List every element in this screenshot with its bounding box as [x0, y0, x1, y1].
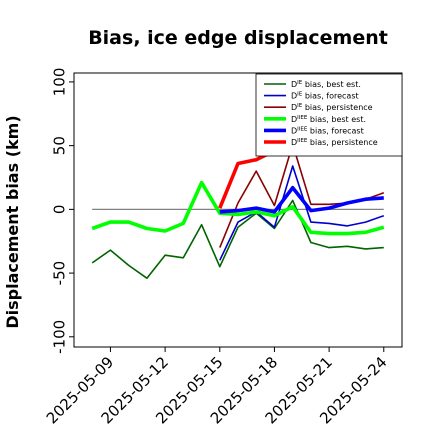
- plot-frame: [73, 72, 403, 348]
- chart-title: Bias, ice edge displacement: [88, 27, 388, 49]
- legend-entry-4: DIIEE bias, best est.: [291, 115, 366, 124]
- y-tick-label: 0: [51, 205, 69, 215]
- y-tick-label: 100: [51, 68, 69, 97]
- y-tick-label: -100: [51, 320, 69, 354]
- series-line-2: [219, 165, 385, 261]
- series-line-4: [91, 180, 385, 236]
- y-tick-label: 50: [51, 136, 69, 155]
- legend: DIE bias, best est. DIE bias, forecast DIE…: [255, 73, 403, 157]
- legend-entry-1: DIE bias, best est.: [291, 80, 361, 89]
- legend-entry-2: DIE bias, forecast: [291, 92, 359, 101]
- legend-entry-6: DIIEE bias, persistence: [291, 138, 378, 147]
- legend-entry-3: DIE bias, persistence: [291, 103, 373, 112]
- y-tick-label: -50: [51, 261, 69, 286]
- legend-entry-5: DIIEE bias, forecast: [291, 126, 364, 135]
- series-line-1: [91, 199, 384, 279]
- y-axis-label: Displacement bias (km): [3, 115, 22, 328]
- series-line-5: [219, 185, 384, 214]
